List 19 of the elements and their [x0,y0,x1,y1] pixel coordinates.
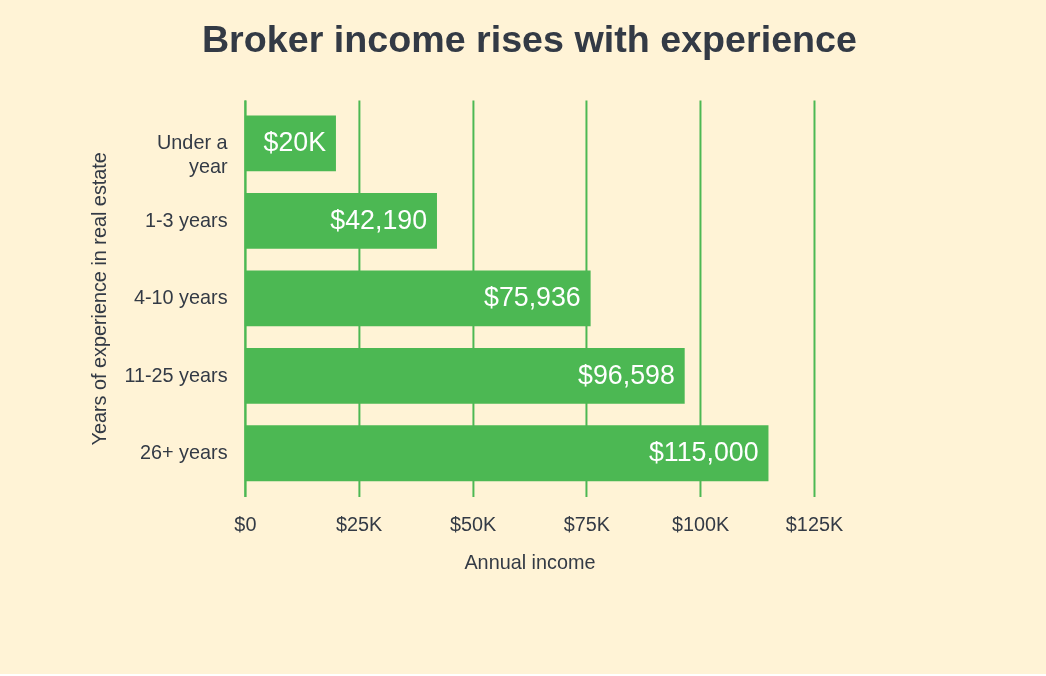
y-tick-label: 1-3 years [144,208,228,231]
y-tick-label: 26+ years [139,441,228,464]
y-tick-label: 4-10 years [133,286,228,309]
x-tick-label: $0 [234,512,257,535]
data-label: $115,000 [648,437,759,468]
x-tick-label: $75K [563,512,610,535]
chart-title: Broker income rises with experience [201,18,857,61]
x-axis-title: Annual income [464,550,596,573]
data-label: $75,936 [484,282,581,313]
data-label: $96,598 [578,359,675,390]
y-tick-label: 11-25 years [124,363,228,386]
x-tick-label: $25K [336,512,383,535]
data-label: $20K [263,127,327,158]
x-tick-label: $50K [449,512,497,535]
x-tick-label: $100K [672,512,730,535]
y-axis-title: Years of experience in real estate [88,152,111,446]
x-tick-label: $125K [785,512,844,535]
y-tick-label: Under a year [157,131,229,178]
data-label: $42,190 [330,204,428,235]
